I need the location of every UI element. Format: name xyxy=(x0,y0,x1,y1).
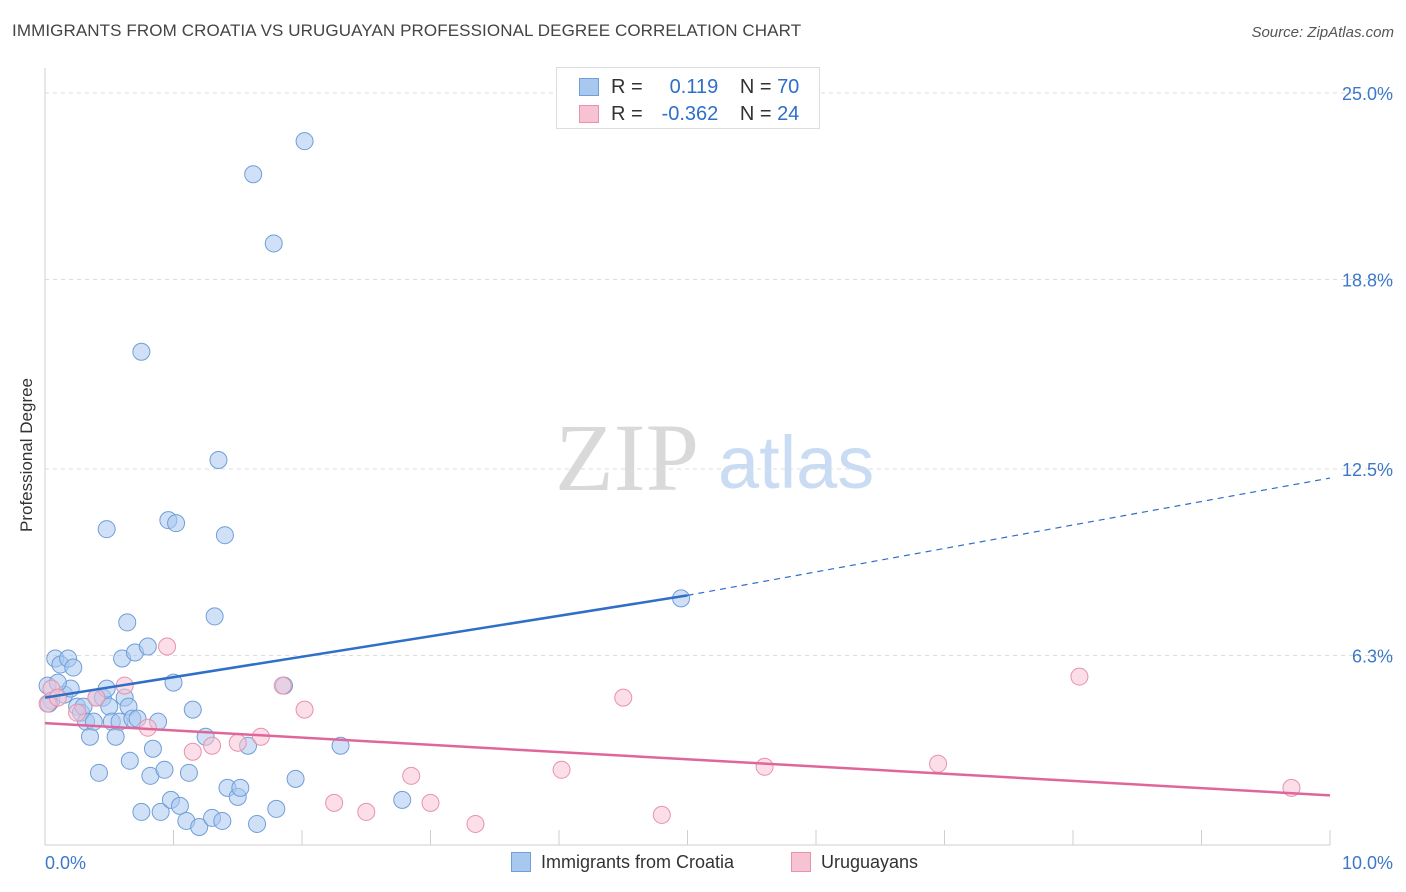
data-point-uruguayans xyxy=(158,637,177,656)
data-point-croatia xyxy=(106,727,125,746)
data-point-uruguayans xyxy=(552,760,571,779)
data-point-uruguayans xyxy=(1070,667,1089,686)
data-point-croatia xyxy=(213,811,232,830)
data-point-croatia xyxy=(120,751,139,770)
legend-item-croatia[interactable]: Immigrants from Croatia xyxy=(511,852,734,873)
legend-label-uruguayans: Uruguayans xyxy=(821,852,919,872)
data-point-uruguayans xyxy=(228,733,247,752)
legend-swatch-croatia xyxy=(511,852,531,872)
watermark-zip: ZIP xyxy=(555,404,699,511)
data-point-croatia xyxy=(179,763,198,782)
data-point-croatia xyxy=(64,658,83,677)
data-point-uruguayans xyxy=(87,688,106,707)
axes xyxy=(44,68,1331,846)
data-point-croatia xyxy=(215,526,234,545)
y-tick-label: 25.0% xyxy=(1342,84,1393,104)
data-point-croatia xyxy=(167,514,186,533)
gridlines xyxy=(45,92,1393,657)
data-point-uruguayans xyxy=(183,742,202,761)
y-axis-label: Professional Degree xyxy=(17,377,36,533)
data-point-uruguayans xyxy=(68,703,87,722)
data-point-croatia xyxy=(155,760,174,779)
legend-item-uruguayans[interactable]: Uruguayans xyxy=(791,852,918,873)
data-point-croatia xyxy=(132,802,151,821)
data-point-croatia xyxy=(209,451,228,470)
trend-line-croatia xyxy=(44,594,688,699)
data-point-croatia xyxy=(118,613,137,632)
data-point-croatia xyxy=(286,769,305,788)
data-point-croatia xyxy=(231,778,250,797)
data-point-croatia xyxy=(84,712,103,731)
n-value: 24 xyxy=(777,103,800,125)
data-point-croatia xyxy=(132,342,151,361)
y-tick-label: 12.5% xyxy=(1342,460,1393,480)
watermark: ZIP atlas xyxy=(555,404,874,511)
data-point-croatia xyxy=(190,817,209,836)
data-point-uruguayans xyxy=(421,793,440,812)
data-point-croatia xyxy=(143,739,162,758)
r-label: R = xyxy=(611,76,643,98)
data-point-croatia xyxy=(89,763,108,782)
trend-lines xyxy=(44,477,1331,797)
r-value: 0.119 xyxy=(669,76,719,98)
data-point-croatia xyxy=(170,796,189,815)
data-point-croatia xyxy=(264,234,283,253)
source-label: Source: ZipAtlas.com xyxy=(1251,24,1394,41)
stats-legend: R = 0.119 N = 70 R = -0.362 N = 24 xyxy=(556,67,820,129)
x-tick-label: 10.0% xyxy=(1342,853,1393,873)
data-point-uruguayans xyxy=(203,736,222,755)
y-tick-label: 6.3% xyxy=(1352,647,1393,667)
data-point-croatia xyxy=(331,736,350,755)
swatch-uruguayans xyxy=(579,105,599,123)
r-label: R = xyxy=(611,103,643,125)
data-point-uruguayans xyxy=(929,754,948,773)
r-value: -0.362 xyxy=(661,103,719,125)
data-point-croatia xyxy=(80,727,99,746)
n-value: 70 xyxy=(777,76,800,98)
n-label: N = xyxy=(739,76,772,98)
n-label: N = xyxy=(739,103,772,125)
series-uruguayans-points xyxy=(38,637,1301,833)
trend-line-uruguayans xyxy=(44,721,1331,797)
data-point-croatia xyxy=(183,700,202,719)
data-point-uruguayans xyxy=(273,676,292,695)
watermark-atlas: atlas xyxy=(718,421,874,504)
data-point-croatia xyxy=(138,637,157,656)
x-tick-label: 0.0% xyxy=(45,853,86,873)
data-point-uruguayans xyxy=(755,757,774,776)
data-point-croatia xyxy=(151,802,170,821)
data-point-uruguayans xyxy=(652,805,671,824)
chart-title: IMMIGRANTS FROM CROATIA VS URUGUAYAN PRO… xyxy=(12,21,802,40)
y-tick-label: 18.8% xyxy=(1342,271,1393,291)
data-point-croatia xyxy=(205,607,224,626)
data-point-uruguayans xyxy=(357,802,376,821)
data-point-croatia xyxy=(248,814,267,833)
data-point-uruguayans xyxy=(466,814,485,833)
data-point-croatia xyxy=(97,520,116,539)
stats-row-uruguayans: R = -0.362 N = 24 xyxy=(579,103,799,126)
data-point-uruguayans xyxy=(295,700,314,719)
stats-row-croatia: R = 0.119 N = 70 xyxy=(579,76,799,99)
data-point-uruguayans xyxy=(325,793,344,812)
data-point-croatia xyxy=(244,165,263,184)
data-point-croatia xyxy=(267,799,286,818)
swatch-croatia xyxy=(579,78,599,96)
tick-labels: 6.3% 12.5% 18.8% 25.0% 0.0% 10.0% xyxy=(45,84,1393,873)
legend-swatch-uruguayans xyxy=(791,852,811,872)
data-point-uruguayans xyxy=(614,688,633,707)
legend-label-croatia: Immigrants from Croatia xyxy=(541,852,735,872)
data-point-croatia xyxy=(393,790,412,809)
trend-line-croatia-extrapolated xyxy=(687,477,1331,596)
data-point-croatia xyxy=(295,132,314,151)
data-point-uruguayans xyxy=(402,766,421,785)
